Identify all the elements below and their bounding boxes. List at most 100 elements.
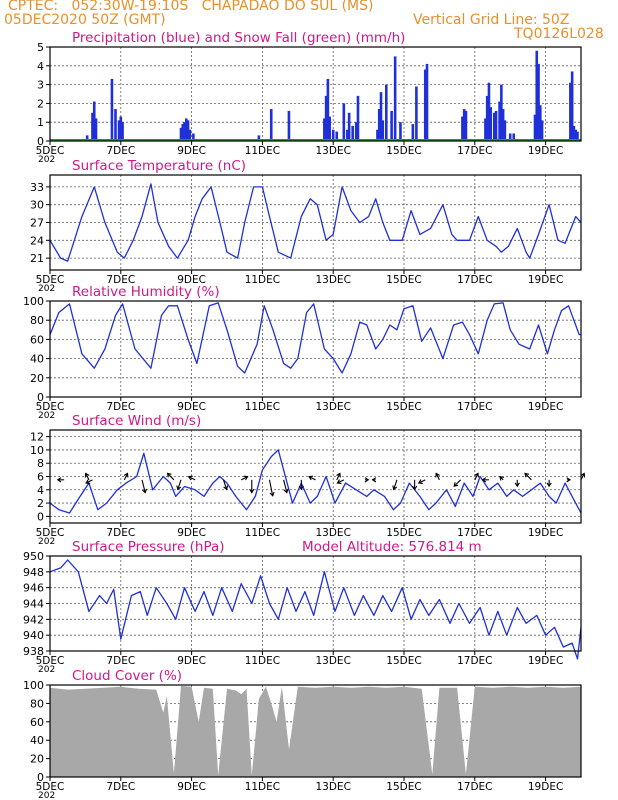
x-year-label: 202	[38, 411, 55, 421]
y-tick-label: 21	[30, 252, 44, 265]
wind-arrow	[56, 477, 65, 483]
precip-bar	[537, 63, 540, 141]
precip-bar	[269, 109, 273, 141]
precip-bar	[121, 122, 124, 141]
wind-arrow	[85, 479, 93, 484]
wind-arrow	[546, 479, 552, 488]
x-tick-label: 9DEC	[177, 274, 206, 286]
precip-bar	[110, 78, 114, 141]
wind-arrow	[222, 479, 229, 491]
x-tick-label: 15DEC	[386, 527, 421, 539]
precip-bar	[354, 122, 358, 141]
precip-bar	[381, 120, 385, 141]
humidity-frame	[49, 300, 582, 398]
precip-bar	[186, 120, 190, 141]
x-tick-label: 5DEC	[36, 527, 65, 539]
x-tick-label: 7DEC	[106, 401, 135, 413]
precip-bar	[574, 129, 577, 141]
x-tick-label: 11DEC	[245, 145, 280, 157]
precip-bar	[347, 112, 351, 141]
y-tick-label: 0	[37, 510, 44, 523]
y-tick-label: 60	[30, 716, 44, 729]
header-station: CPTEC: 052:30W-19:10S CHAPADAO DO SUL (M…	[8, 0, 374, 14]
humidity-title: Relative Humidity (%)	[72, 284, 220, 300]
model-altitude-label: Model Altitude: 576.814 m	[302, 539, 482, 555]
precip-bar	[489, 107, 493, 141]
wind-arrow	[499, 475, 504, 481]
precip-bar	[501, 109, 505, 141]
y-tick-label: 6	[37, 471, 44, 484]
precip-bar	[464, 110, 468, 141]
pressure-title: Surface Pressure (hPa)	[72, 539, 225, 555]
x-tick-label: 5DEC	[36, 274, 65, 286]
precip-bar	[323, 118, 326, 141]
precip-bar	[484, 118, 487, 141]
precip-bar	[188, 129, 192, 141]
precip-bar	[411, 124, 415, 141]
wind-arrow	[524, 472, 532, 481]
temperature-title: Surface Temperature (nC)	[72, 158, 246, 174]
precip-bar	[485, 95, 489, 141]
header-grid-note: Vertical Grid Line: 50Z	[413, 12, 570, 28]
cloud-frame	[49, 684, 582, 778]
x-tick-label: 13DEC	[315, 527, 350, 539]
x-tick-label: 9DEC	[177, 401, 206, 413]
x-year-label: 202	[38, 537, 55, 547]
y-tick-label: 80	[30, 697, 44, 710]
x-tick-label: 7DEC	[106, 781, 135, 793]
x-tick-label: 15DEC	[386, 781, 421, 793]
y-tick-label: 942	[23, 613, 44, 626]
y-tick-label: 8	[37, 457, 44, 470]
x-tick-label: 17DEC	[457, 401, 492, 413]
precip-bar	[183, 122, 186, 141]
precip-bar	[570, 71, 574, 141]
x-tick-label: 19DEC	[528, 401, 563, 413]
precip-bar	[379, 92, 383, 141]
y-tick-label: 2	[37, 97, 44, 110]
x-tick-label: 7DEC	[106, 655, 135, 667]
wind-arrow	[336, 479, 345, 484]
humidity-line	[49, 302, 581, 374]
y-tick-label: 12	[30, 431, 44, 444]
precip-bar	[492, 112, 496, 141]
y-tick-label: 4	[37, 484, 44, 497]
precip-bar	[119, 116, 123, 141]
wind-arrow	[123, 472, 129, 481]
wind-arrow	[141, 479, 148, 494]
precip-bar	[508, 133, 512, 141]
x-tick-label: 5DEC	[36, 401, 65, 413]
precip-bar	[462, 109, 466, 141]
y-tick-label: 24	[30, 234, 44, 247]
header-model-code: TQ0126L028	[514, 26, 604, 42]
precip-bar	[184, 118, 188, 141]
precip-bar	[351, 125, 354, 141]
x-tick-label: 9DEC	[177, 527, 206, 539]
precip-bar	[257, 135, 261, 141]
precip-bar	[503, 120, 507, 141]
temperature-line	[49, 183, 582, 262]
y-tick-label: 40	[30, 353, 44, 366]
precip-title: Precipitation (blue) and Snow Fall (gree…	[72, 30, 405, 46]
x-tick-label: 11DEC	[245, 655, 280, 667]
y-tick-label: 948	[23, 566, 44, 579]
wind-arrow	[283, 479, 289, 494]
precip-panel: 0 1 2 3 4 5 5DEC 7DEC 9DEC 11DEC 13DEC 15DEC 17DEC 19…	[36, 30, 582, 165]
x-tick-label: 9DEC	[177, 655, 206, 667]
precip-bar	[181, 124, 185, 141]
precip-bar	[326, 78, 330, 141]
precip-bar	[85, 135, 89, 141]
precip-bar	[342, 103, 346, 141]
header-run-date: 05DEC2020 50Z (GMT)	[4, 12, 166, 28]
precip-bar	[500, 84, 503, 141]
precip-bar	[356, 95, 360, 141]
y-tick-label: 30	[30, 199, 44, 212]
x-tick-label: 19DEC	[528, 527, 563, 539]
y-tick-label: 27	[30, 217, 44, 230]
wind-arrow	[298, 479, 304, 491]
wind-line	[49, 449, 582, 514]
precip-bar	[192, 133, 195, 141]
wind-arrow	[412, 479, 418, 491]
x-tick-label: 13DEC	[315, 401, 350, 413]
precip-bar	[331, 129, 335, 141]
